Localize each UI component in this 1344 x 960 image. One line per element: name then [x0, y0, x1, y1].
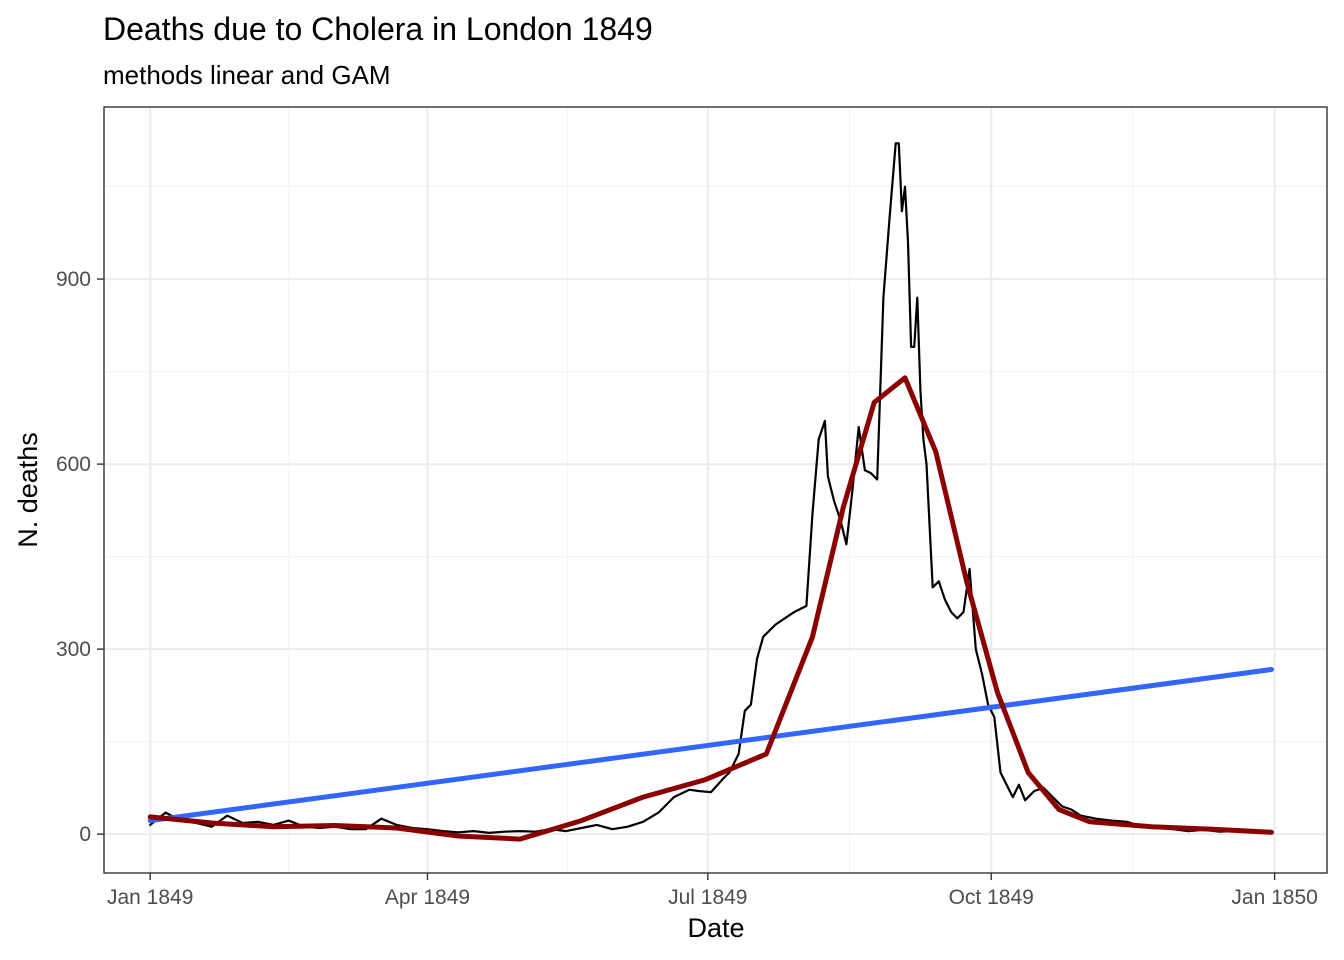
x-axis-title: Date [687, 913, 744, 943]
y-tick-label: 600 [56, 453, 91, 476]
y-tick-label: 0 [79, 823, 91, 846]
series-linear-fit-line [147, 667, 1274, 824]
chart-subtitle: methods linear and GAM [103, 60, 391, 90]
y-tick-label: 900 [56, 268, 91, 291]
x-tick-label: Apr 1849 [385, 886, 470, 909]
y-axis: 0 300 600 900 [56, 268, 104, 846]
series-gam-fit-line [147, 375, 1274, 842]
series-layer [147, 142, 1274, 842]
x-tick-label: Jul 1849 [668, 886, 747, 909]
x-tick-label: Oct 1849 [949, 886, 1034, 909]
minor-gridlines [104, 107, 1327, 873]
plot-border [103, 106, 1328, 874]
x-axis: Jan 1849 Apr 1849 Jul 1849 Oct 1849 Jan 1850 [107, 873, 1318, 909]
x-tick-label: Jan 1849 [107, 886, 193, 909]
major-gridlines [104, 107, 1327, 873]
plot-panel [104, 107, 1327, 873]
y-tick-label: 300 [56, 638, 91, 661]
x-tick-label: Jan 1850 [1231, 886, 1317, 909]
chart-title: Deaths due to Cholera in London 1849 [103, 11, 653, 47]
series-observed-deaths-line [149, 142, 1273, 834]
y-axis-title: N. deaths [13, 432, 43, 548]
